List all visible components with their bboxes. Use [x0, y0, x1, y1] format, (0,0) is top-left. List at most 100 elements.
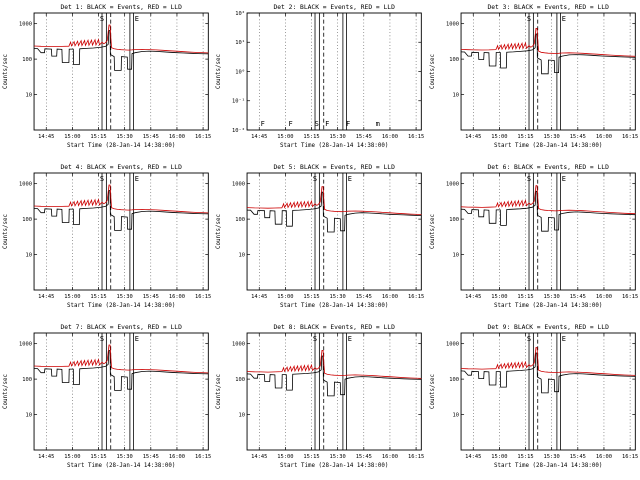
chart-title: Det 4: BLACK = Events, RED = LLD — [60, 164, 182, 171]
x-tick-label: 16:15 — [622, 134, 638, 140]
chart-title: Det 8: BLACK = Events, RED = LLD — [274, 324, 396, 331]
flag-letter: S — [313, 335, 317, 343]
x-tick-label: 15:00 — [64, 454, 80, 460]
x-tick-label: 16:15 — [622, 454, 638, 460]
flag-letter: E — [348, 335, 352, 343]
plot-frame — [460, 332, 636, 451]
y-axis-label: Counts/sec — [430, 214, 436, 249]
y-axis-label: Counts/sec — [3, 374, 9, 409]
flag-letter: F — [289, 120, 293, 128]
y-tick-label: 100 — [236, 377, 246, 383]
x-tick-label: 15:45 — [569, 134, 585, 140]
series-lld — [34, 184, 209, 214]
x-tick-label: 15:15 — [304, 134, 320, 140]
plot-frame — [33, 12, 209, 131]
y-tick-label: 1000 — [19, 342, 32, 348]
plot-frame — [460, 172, 636, 291]
x-tick-label: 15:15 — [90, 454, 106, 460]
chart-det-8: Det 8: BLACK = Events, RED = LLD 14:45 15:… — [216, 324, 424, 469]
x-tick-label: 15:30 — [330, 294, 346, 300]
chart-det-5: Det 5: BLACK = Events, RED = LLD 14:45 15:… — [216, 164, 424, 309]
series-events — [460, 352, 635, 394]
chart-det-2: Det 2: BLACK = Events, RED = LLD 14:45 15:… — [216, 4, 424, 149]
x-tick-label: 14:45 — [38, 134, 54, 140]
x-tick-label: 15:45 — [356, 134, 372, 140]
x-axis-label: Start Time (28-Jan-14 14:38:00) — [494, 303, 602, 309]
x-tick-label: 15:30 — [117, 134, 133, 140]
series-events — [34, 190, 209, 231]
y-tick-label: 100 — [449, 377, 459, 383]
chart-det-9: Det 9: BLACK = Events, RED = LLD 14:45 15:… — [430, 324, 638, 469]
flag-letter: S — [527, 15, 531, 23]
series-lld — [247, 349, 422, 379]
flag-letter: E — [135, 335, 139, 343]
x-tick-label: 14:45 — [251, 134, 267, 140]
x-tick-label: 15:30 — [543, 294, 559, 300]
x-axis-label: Start Time (28-Jan-14 14:38:00) — [67, 143, 175, 149]
x-tick-label: 14:45 — [251, 294, 267, 300]
x-tick-label: 15:00 — [491, 294, 507, 300]
x-tick-label: 15:00 — [278, 454, 294, 460]
series-lld — [34, 344, 209, 374]
x-tick-label: 15:45 — [356, 294, 372, 300]
y-tick-label: 10 — [239, 413, 246, 419]
x-tick-label: 15:45 — [356, 454, 372, 460]
x-tick-label: 15:00 — [64, 294, 80, 300]
flag-letter: F — [261, 120, 265, 128]
x-tick-label: 15:00 — [278, 294, 294, 300]
flag-letter: E — [348, 175, 352, 183]
y-tick-label: 1000 — [446, 342, 459, 348]
x-tick-label: 15:45 — [569, 454, 585, 460]
x-tick-label: 15:45 — [569, 294, 585, 300]
flag-letter: E — [561, 15, 565, 23]
plot-frame — [33, 332, 209, 451]
flag-letter: S — [527, 175, 531, 183]
plot-frame — [460, 12, 636, 131]
series-lld — [460, 347, 635, 376]
x-tick-label: 14:45 — [465, 454, 481, 460]
x-tick-label: 16:00 — [595, 134, 611, 140]
x-tick-label: 15:15 — [304, 454, 320, 460]
x-tick-label: 15:30 — [330, 454, 346, 460]
x-tick-label: 15:15 — [517, 294, 533, 300]
flag-letter: S — [100, 175, 104, 183]
x-tick-label: 14:45 — [465, 294, 481, 300]
x-tick-label: 16:15 — [195, 134, 211, 140]
series-events — [460, 190, 635, 232]
chart-title: Det 9: BLACK = Events, RED = LLD — [487, 324, 609, 331]
plot-frame — [33, 172, 209, 291]
x-tick-label: 16:00 — [595, 294, 611, 300]
x-tick-label: 16:15 — [195, 294, 211, 300]
y-tick-label: 1000 — [446, 182, 459, 188]
x-tick-label: 15:30 — [543, 454, 559, 460]
y-tick-label: 100 — [236, 217, 246, 223]
flag-letter: F — [346, 120, 350, 128]
x-tick-label: 16:00 — [169, 134, 185, 140]
series-lld — [460, 185, 635, 215]
x-tick-label: 15:15 — [304, 294, 320, 300]
chart-title: Det 1: BLACK = Events, RED = LLD — [60, 4, 182, 11]
x-tick-label: 15:00 — [64, 134, 80, 140]
y-axis-label: Counts/sec — [216, 374, 222, 409]
x-tick-label: 15:00 — [491, 134, 507, 140]
x-tick-label: 15:00 — [278, 134, 294, 140]
y-tick-label: 100 — [22, 377, 32, 383]
x-axis-label: Start Time (28-Jan-14 14:38:00) — [67, 303, 175, 309]
y-tick-label: 10² — [236, 10, 246, 17]
x-tick-label: 16:15 — [408, 134, 424, 140]
flag-letter: E — [135, 175, 139, 183]
y-tick-label: 10⁻¹ — [232, 98, 245, 105]
chart-title: Det 7: BLACK = Events, RED = LLD — [60, 324, 182, 331]
x-tick-label: 15:15 — [90, 294, 106, 300]
x-tick-label: 14:45 — [38, 454, 54, 460]
x-tick-label: 16:00 — [382, 294, 398, 300]
series-events — [460, 33, 635, 75]
y-axis-label: Counts/sec — [216, 54, 222, 89]
chart-title: Det 6: BLACK = Events, RED = LLD — [487, 164, 609, 171]
x-axis-label: Start Time (28-Jan-14 14:38:00) — [494, 143, 602, 149]
flag-letter: S — [313, 175, 317, 183]
flag-letter: S — [100, 15, 104, 23]
x-tick-label: 15:15 — [517, 454, 533, 460]
x-tick-label: 15:30 — [330, 134, 346, 140]
chart-det-7: Det 7: BLACK = Events, RED = LLD 14:45 15:… — [3, 324, 211, 469]
